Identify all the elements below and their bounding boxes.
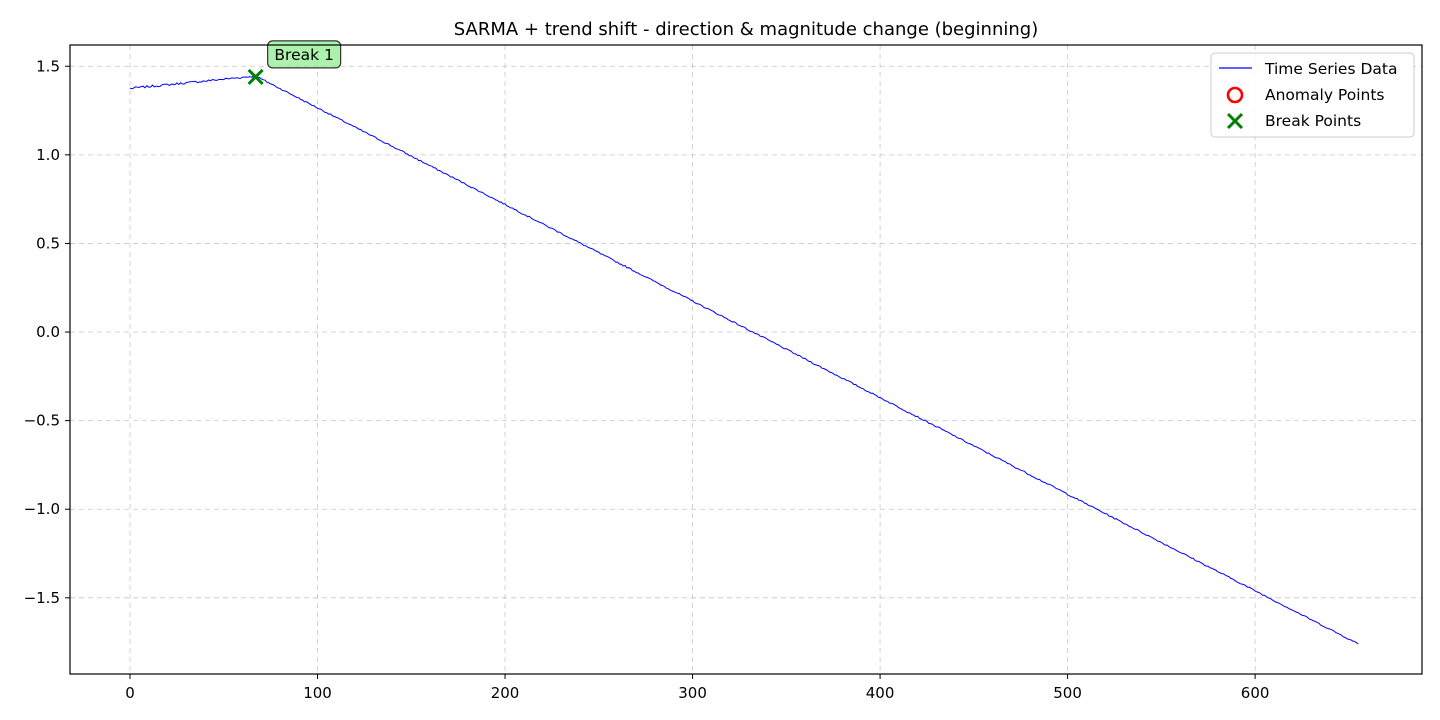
series-line bbox=[129, 74, 1359, 645]
x-tick-label: 500 bbox=[1053, 684, 1082, 702]
legend-box bbox=[1210, 52, 1415, 138]
x-tick-label: 600 bbox=[1241, 684, 1270, 702]
y-tick-label: 1.5 bbox=[36, 57, 60, 75]
legend-label-anomaly: Anomaly Points bbox=[1265, 86, 1384, 104]
y-tick-label: −1.5 bbox=[24, 589, 60, 607]
axes-frame bbox=[69, 44, 1423, 675]
legend: Time Series Data Anomaly Points Break Po… bbox=[1210, 52, 1415, 138]
y-tick-label: −0.5 bbox=[24, 412, 60, 430]
x-tick-label: 200 bbox=[491, 684, 520, 702]
y-tick-label: −1.0 bbox=[24, 500, 60, 518]
y-tick-label: 0.5 bbox=[36, 234, 60, 252]
legend-anomaly-marker bbox=[1226, 86, 1244, 104]
chart-title: SARMA + trend shift - direction & magnit… bbox=[454, 19, 1038, 40]
x-tick-label: 300 bbox=[678, 684, 707, 702]
y-tick-label: 0.0 bbox=[36, 323, 60, 341]
x-tick-label: 0 bbox=[125, 684, 135, 702]
plot-area: Break 1 bbox=[129, 40, 1359, 645]
legend-label-break: Break Points bbox=[1265, 112, 1361, 130]
break-annotation: Break 1 bbox=[267, 40, 342, 69]
legend-label-series: Time Series Data bbox=[1264, 60, 1397, 78]
axis-ticks: 0 100 200 300 400 500 600 1.5 1.0 0.5 0.0 −0.5 −1.0 −… bbox=[24, 57, 1270, 702]
annotation-box bbox=[267, 40, 342, 69]
break-point-marker bbox=[247, 68, 264, 85]
x-tick-label: 100 bbox=[303, 684, 332, 702]
x-tick-label: 400 bbox=[866, 684, 895, 702]
annotation-label: Break 1 bbox=[274, 46, 333, 64]
legend-break-marker bbox=[1226, 112, 1244, 130]
y-tick-label: 1.0 bbox=[36, 146, 60, 164]
